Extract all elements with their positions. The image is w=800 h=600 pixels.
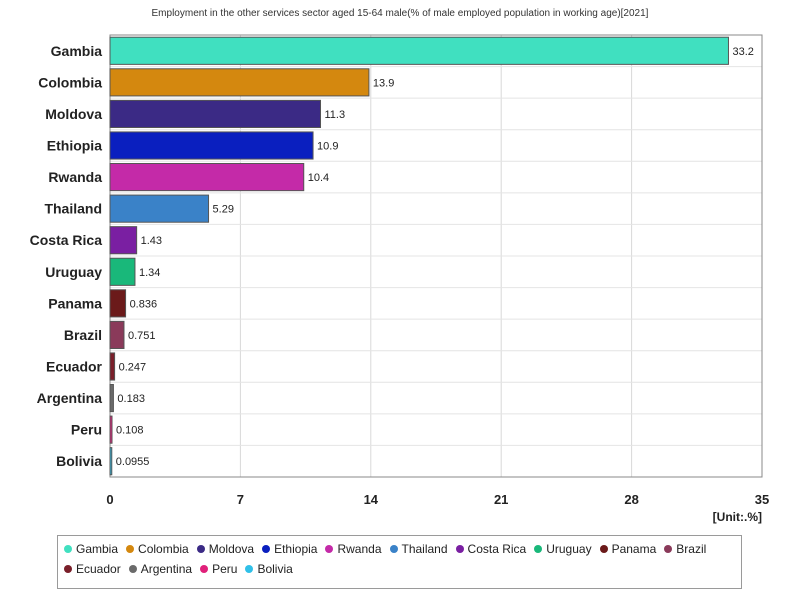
legend-item: Rwanda	[325, 542, 382, 556]
data-label: 0.836	[130, 298, 158, 310]
data-label: 10.4	[308, 172, 329, 184]
data-label: 0.247	[119, 362, 147, 374]
legend-label: Ethiopia	[274, 542, 318, 556]
bar-bolivia	[109, 447, 113, 476]
legend-marker	[245, 565, 254, 573]
bar-gambia	[109, 36, 729, 65]
data-label: 10.9	[317, 141, 338, 153]
bar-moldova	[109, 99, 322, 129]
legend-label: Moldova	[208, 542, 255, 556]
data-label: 13.9	[373, 77, 394, 89]
data-label: 0.183	[117, 393, 145, 405]
bar-chart: 33.2 Gambia 13.9 Colombia 11.3 Moldova 10.9 Eth…	[30, 34, 769, 524]
data-label: 0.0955	[116, 456, 150, 468]
bar-panama	[109, 289, 127, 318]
legend-label: Ecuador	[76, 562, 121, 576]
bar-colombia	[109, 68, 370, 97]
data-label: 1.34	[139, 267, 160, 279]
category-label: Brazil	[64, 327, 102, 343]
legend-label: Uruguay	[546, 542, 592, 556]
x-tick-label: 21	[494, 492, 508, 507]
bar-argentina	[109, 383, 114, 413]
legend-label: Argentina	[140, 562, 193, 576]
x-tick-label: 35	[755, 492, 769, 507]
legend-marker	[200, 565, 209, 573]
category-label: Bolivia	[56, 453, 102, 469]
legend-item: Gambia	[64, 542, 118, 556]
category-label: Peru	[71, 422, 102, 438]
legend-marker	[64, 565, 72, 573]
legend-marker	[196, 545, 205, 553]
data-label: 5.29	[213, 204, 234, 216]
legend-marker	[599, 545, 608, 553]
legend-item: Brazil	[664, 542, 706, 556]
bar-uruguay	[109, 257, 136, 286]
legend-item: Peru	[200, 562, 237, 576]
data-label: 0.108	[116, 425, 144, 437]
legend-label: Gambia	[76, 542, 119, 556]
x-tick-label: 7	[237, 492, 244, 507]
bar-costa-rica	[109, 226, 138, 255]
legend-label: Peru	[212, 562, 238, 576]
legend-label: Brazil	[676, 542, 707, 556]
legend-marker	[534, 545, 543, 553]
bar-ecuador	[109, 352, 116, 381]
legend-item: Costa Rica	[455, 542, 527, 556]
category-label: Thailand	[44, 201, 102, 217]
legend-marker	[126, 545, 135, 553]
category-label: Ethiopia	[47, 138, 102, 154]
legend-label: Colombia	[138, 542, 189, 556]
chart-title: Employment in the other services sector …	[151, 8, 649, 19]
bar-rwanda	[109, 162, 305, 192]
category-label: Colombia	[38, 74, 102, 90]
category-label: Moldova	[45, 106, 102, 122]
data-label: 0.751	[128, 330, 156, 342]
legend-item: Colombia	[126, 542, 189, 556]
legend-item: Ethiopia	[262, 542, 317, 556]
legend-label: Panama	[611, 542, 657, 556]
legend-item: Panama	[599, 542, 657, 556]
legend-item: Bolivia	[245, 562, 293, 576]
legend-label: Rwanda	[337, 542, 382, 556]
category-label: Argentina	[37, 390, 103, 406]
x-tick-label: 0	[106, 492, 113, 507]
unit-label: [Unit:.%]	[713, 510, 762, 524]
category-label: Ecuador	[46, 359, 103, 375]
legend-item: Thailand	[389, 542, 448, 556]
legend-marker	[325, 545, 334, 553]
legend-marker	[64, 545, 72, 553]
data-label: 1.43	[141, 235, 162, 247]
category-label: Uruguay	[45, 264, 102, 280]
legend-item: Moldova	[196, 542, 255, 556]
category-label: Costa Rica	[30, 232, 103, 248]
plot-area-border	[109, 34, 763, 478]
data-label: 11.3	[325, 109, 346, 121]
legend-marker	[128, 565, 137, 573]
x-tick-label: 28	[624, 492, 638, 507]
legend-marker	[389, 545, 398, 553]
category-label: Gambia	[51, 43, 103, 59]
legend-label: Thailand	[401, 542, 448, 556]
legend-item: Argentina	[128, 562, 193, 576]
category-label: Panama	[48, 295, 102, 311]
legend-item: Ecuador	[64, 562, 121, 576]
data-label: 33.2	[732, 46, 753, 58]
bar-brazil	[109, 320, 125, 350]
legend-marker	[262, 545, 271, 553]
legend-label: Costa Rica	[467, 542, 527, 556]
legend-marker	[455, 545, 464, 553]
chart-legend: Gambia Colombia Moldova Ethiopia Rwanda Thail…	[57, 535, 742, 589]
category-label: Rwanda	[48, 169, 102, 185]
bar-thailand	[109, 194, 210, 223]
x-tick-label: 14	[364, 492, 379, 507]
legend-label: Bolivia	[257, 562, 293, 576]
legend-item: Uruguay	[534, 542, 592, 556]
legend-marker	[664, 545, 673, 553]
bar-ethiopia	[109, 131, 314, 160]
bar-peru	[109, 415, 113, 444]
